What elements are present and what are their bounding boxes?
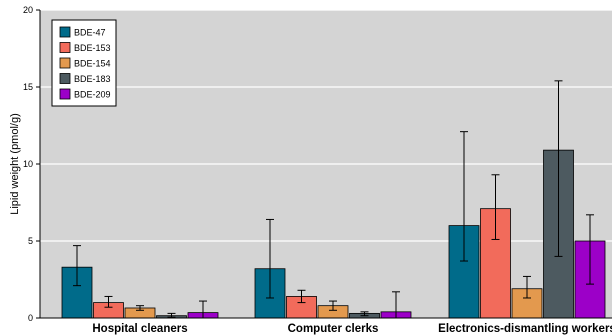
y-tick-label: 0 [28, 313, 33, 323]
x-category-label: Computer clerks [288, 323, 379, 335]
legend-label: BDE-183 [74, 74, 111, 84]
error-bars [73, 80, 594, 319]
legend-swatch [59, 26, 71, 38]
y-tick-label: 15 [23, 82, 33, 92]
y-axis-title: Lipid weight (pmol/g) [9, 113, 21, 215]
x-category-label: Hospital cleaners [92, 323, 187, 335]
legend-swatch [59, 88, 71, 100]
gridlines [40, 9, 612, 242]
legend-label: BDE-209 [74, 90, 111, 100]
legend-label: BDE-153 [74, 43, 111, 53]
y-tick-label: 5 [28, 236, 33, 246]
y-tick-label: 10 [23, 159, 33, 169]
legend-label: BDE-47 [74, 28, 106, 38]
legend-swatch [59, 73, 71, 84]
legend-label: BDE-154 [74, 59, 111, 69]
y-tick-label: 20 [23, 5, 33, 15]
legend-swatch [59, 42, 71, 53]
x-category-labels: Hospital cleaners Computer clerks Electron… [92, 323, 612, 335]
legend: BDE-47 BDE-153 BDE-154 BDE-183 BDE-209 [51, 19, 117, 107]
x-category-label: Electronics-dismantling workers [438, 323, 612, 335]
legend-swatch [59, 57, 71, 69]
y-ticks: 0 5 10 15 20 [23, 5, 40, 323]
